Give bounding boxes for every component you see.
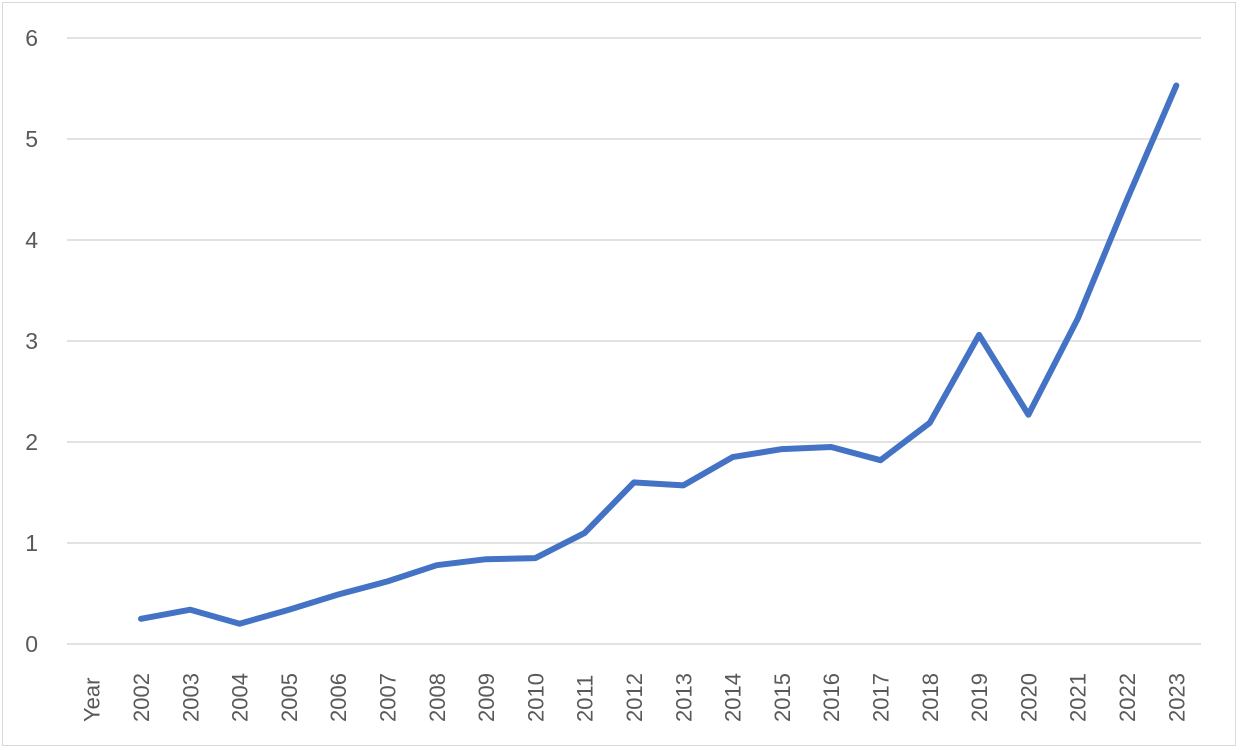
x-tick-label: 2013 [671,673,696,722]
x-tick-label: 2022 [1115,673,1140,722]
y-tick-label: 2 [25,429,38,455]
x-tick-label: 2012 [622,673,647,722]
x-tick-label: 2021 [1066,673,1091,722]
x-tick-label: 2005 [277,673,302,722]
x-tick-label: Year [80,678,105,722]
y-axis-labels: 0 1 2 3 4 5 6 [25,25,38,657]
x-tick-label: 2007 [375,673,400,722]
x-tick-label: 2016 [819,673,844,722]
x-tick-label: 2018 [918,673,943,722]
x-tick-label: 2004 [228,673,253,722]
y-gridlines [67,37,1201,645]
x-tick-label: 2014 [721,673,746,722]
y-tick-label: 5 [25,126,38,152]
y-tick-label: 0 [25,631,38,657]
y-tick-label: 4 [25,227,38,253]
x-tick-label: 2002 [129,673,154,722]
x-tick-label: 2017 [869,673,894,722]
x-tick-label: 2020 [1016,673,1041,722]
x-tick-label: 2015 [770,673,795,722]
x-tick-label: 2011 [573,675,598,722]
x-tick-label: 2009 [474,673,499,722]
y-tick-label: 6 [25,25,38,51]
x-axis-labels: Year 2002 2003 2004 2005 2006 2007 2008 2009 2010… [80,673,1190,722]
x-tick-label: 2010 [523,673,548,722]
series-line-0 [138,82,1180,627]
x-tick-label: 2023 [1164,673,1189,722]
x-tick-label: 2019 [967,673,992,722]
x-tick-label: 2008 [425,673,450,722]
y-tick-label: 3 [25,328,38,354]
y-tick-label: 1 [25,530,38,556]
plot-area [138,82,1180,627]
x-tick-label: 2006 [326,673,351,722]
x-tick-label: 2003 [178,673,203,722]
